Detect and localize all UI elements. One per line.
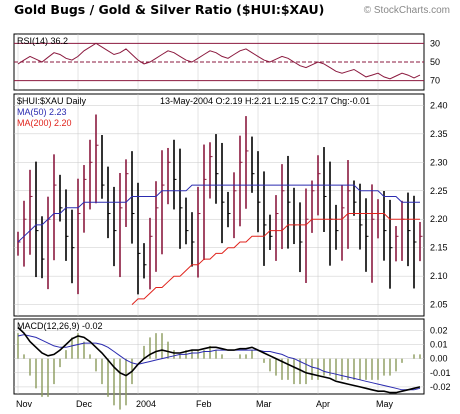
macd-tick-label: -0.02: [430, 382, 451, 392]
price-stats-text: 13-May-2004 O:2.19 H:2.21 L:2.15 C:2.17 …: [160, 96, 370, 106]
macd-tick-label: -0.01: [430, 368, 451, 378]
price-tick-label: 2.40: [430, 100, 448, 110]
price-tick-label: 2.20: [430, 214, 448, 224]
price-tick-label: 2.15: [430, 243, 448, 253]
ma200-line: [131, 213, 420, 305]
price-tick-label: 2.25: [430, 186, 448, 196]
price-tick-label: 2.35: [430, 129, 448, 139]
rsi-label: RSI(14) 36.2: [17, 36, 68, 46]
x-tick-label: Apr: [316, 399, 330, 409]
chart-title: Gold Bugs / Gold & Silver Ratio ($HUI:$X…: [14, 2, 325, 17]
ma50-line: [17, 184, 420, 243]
macd-tick-label: 0.00: [430, 354, 448, 364]
macd-label: MACD(12,26,9) -0.02: [17, 321, 103, 331]
price-label: $HUI:$XAU Daily: [17, 96, 87, 106]
rsi-line: [17, 42, 421, 80]
macd-tick-label: 0.02: [430, 325, 448, 335]
copyright-text: © StockCharts.com: [363, 5, 450, 16]
panel-frame-macd: [13, 318, 425, 395]
ma200-legend: MA(200) 2.20: [17, 118, 72, 128]
x-tick-label: 2004: [136, 399, 156, 409]
x-tick-label: Nov: [16, 399, 33, 409]
price-tick-label: 2.05: [430, 300, 448, 310]
x-tick-label: Feb: [196, 399, 212, 409]
price-tick-label: 2.10: [430, 271, 448, 281]
x-tick-label: Dec: [76, 399, 93, 409]
panel-frame-price: [13, 93, 425, 317]
price-tick-label: 2.30: [430, 157, 448, 167]
ma50-legend: MA(50) 2.23: [17, 107, 67, 117]
x-tick-label: Mar: [256, 399, 272, 409]
rsi-tick-label: 70: [430, 76, 440, 86]
x-tick-label: May: [376, 399, 394, 409]
rsi-tick-label: 30: [430, 38, 440, 48]
macd-line: [17, 326, 421, 394]
macd-signal-line: [17, 334, 421, 391]
rsi-tick-label: 50: [430, 57, 440, 67]
macd-tick-label: 0.01: [430, 339, 448, 349]
